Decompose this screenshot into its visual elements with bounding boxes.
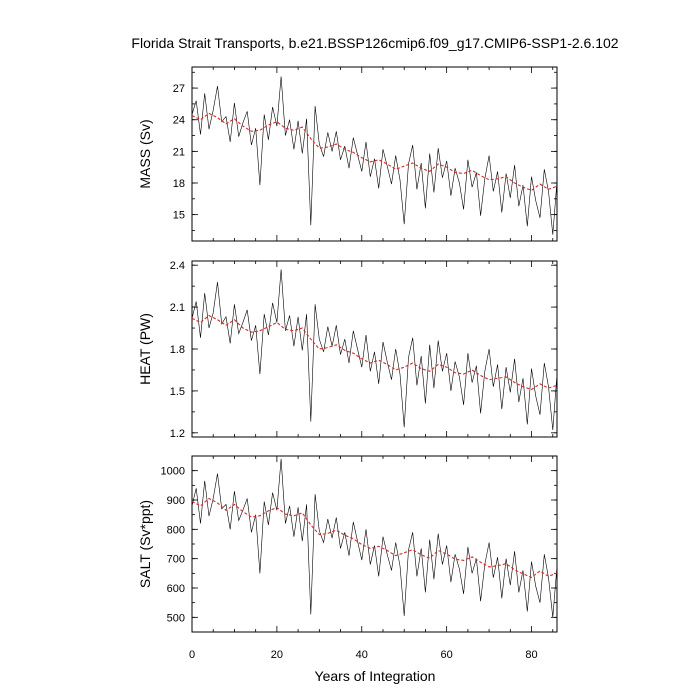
y-tick-label-salt-1: 600 bbox=[167, 583, 185, 595]
y-tick-label-heat-2: 1.8 bbox=[170, 344, 185, 356]
series-line-salt-monthly bbox=[191, 458, 558, 618]
x-tick-label-2: 40 bbox=[356, 649, 368, 661]
y-tick-label-salt-4: 900 bbox=[167, 495, 185, 507]
series-line-mass-smoothed bbox=[191, 112, 558, 192]
series-line-heat-monthly bbox=[191, 269, 558, 431]
x-tick-label-0: 0 bbox=[189, 649, 195, 661]
y-tick-label-salt-0: 500 bbox=[167, 612, 185, 624]
y-tick-label-heat-4: 2.4 bbox=[170, 260, 185, 272]
y-axis-label-salt: SALT (Sv*ppt) bbox=[137, 500, 153, 588]
x-tick-label-3: 60 bbox=[441, 649, 453, 661]
y-tick-label-mass-4: 27 bbox=[173, 83, 185, 95]
y-tick-label-mass-0: 15 bbox=[173, 210, 185, 222]
panel-frame-mass bbox=[191, 66, 558, 242]
y-tick-label-heat-0: 1.2 bbox=[170, 428, 185, 440]
series-line-mass-monthly bbox=[191, 76, 558, 235]
panel-mass: 15 18 21 24 27 MASS (Sv) bbox=[137, 66, 558, 242]
panel-frame-salt bbox=[191, 455, 558, 633]
y-axis-label-heat: HEAT (PW) bbox=[137, 313, 153, 385]
panel-salt: 500 600 700 800 900 1000 SALT (Sv*ppt) bbox=[137, 455, 558, 633]
y-tick-label-heat-1: 1.5 bbox=[170, 386, 185, 398]
panel-heat: 1.2 1.5 1.8 2.1 2.4 HEAT (PW) bbox=[137, 260, 558, 440]
y-tick-label-mass-1: 18 bbox=[173, 178, 185, 190]
x-tick-label-4: 80 bbox=[525, 649, 537, 661]
x-axis-label: Years of Integration bbox=[315, 668, 436, 684]
y-axis-label-mass: MASS (Sv) bbox=[137, 119, 153, 188]
y-tick-label-mass-3: 24 bbox=[173, 115, 185, 127]
chart-title: Florida Strait Transports, b.e21.BSSP126… bbox=[131, 35, 618, 51]
y-tick-label-salt-3: 800 bbox=[167, 524, 185, 536]
y-tick-label-salt-2: 700 bbox=[167, 554, 185, 566]
y-tick-label-salt-5: 1000 bbox=[161, 466, 185, 478]
panel-frame-heat bbox=[191, 260, 558, 438]
y-tick-label-heat-3: 2.1 bbox=[170, 302, 185, 314]
x-tick-label-1: 20 bbox=[271, 649, 283, 661]
panels-group: 15 18 21 24 27 MASS (Sv) 1.2 1.5 1.8 2.1 2.4 HEAT (… bbox=[137, 66, 558, 633]
series-line-heat-smoothed bbox=[191, 314, 558, 391]
y-tick-label-mass-2: 21 bbox=[173, 146, 185, 158]
series-line-salt-smoothed bbox=[191, 497, 558, 579]
x-axis: 0 20 40 60 80 bbox=[189, 649, 538, 661]
